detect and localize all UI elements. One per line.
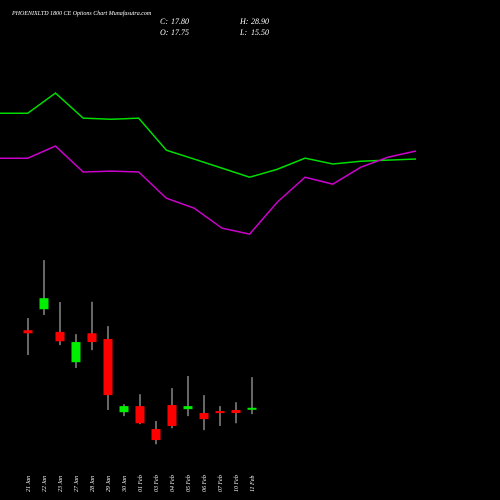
x-tick-label: 04 Feb [169,475,176,492]
candle-body [247,407,257,410]
x-tick-label: 29 Jan [106,476,112,492]
x-tick-label: 23 Jan [58,476,64,492]
candle-body [151,429,161,441]
x-tick-label: 03 Feb [154,475,160,492]
candle-body [199,413,209,420]
x-tick-label: 10 Feb [234,475,240,492]
line-series [0,92,417,179]
line-series [0,145,417,235]
x-tick-label: 22 Jan [42,476,48,492]
candle-body [103,339,113,396]
candle-body [231,409,241,414]
stat-value: 28.90 [251,17,269,26]
candle-body [23,330,33,334]
stat-label: L: [239,28,247,37]
x-tick-label: 01 Feb [138,475,144,492]
x-tick-label: 30 Jan [122,476,128,493]
candle-body [39,298,49,310]
x-tick-label: 05 Feb [186,475,192,492]
stat-label: O: [160,28,169,37]
stat-label: C: [160,17,168,26]
x-tick-label: 27 Jan [74,476,80,492]
candle-body [167,405,177,427]
candle-body [119,406,129,413]
candle-body [55,331,65,342]
stat-value: 15.50 [251,28,269,37]
x-tick-label: 28 Jan [90,476,96,492]
stat-value: 17.75 [171,28,189,37]
candle-body [183,406,193,410]
candle-body [87,333,97,343]
x-tick-label: 21 Jan [26,476,32,492]
x-tick-label: 11 Feb [250,476,256,492]
chart-title: PHOENIXLTD 1800 CE Options Chart Munafas… [11,10,152,17]
stat-value: 17.80 [171,17,189,26]
candle-body [135,406,145,424]
candle-body [215,411,225,414]
stat-label: H: [239,17,249,26]
x-tick-label: 06 Feb [202,475,208,492]
candle-body [71,342,81,363]
x-tick-label: 07 Feb [218,475,224,492]
